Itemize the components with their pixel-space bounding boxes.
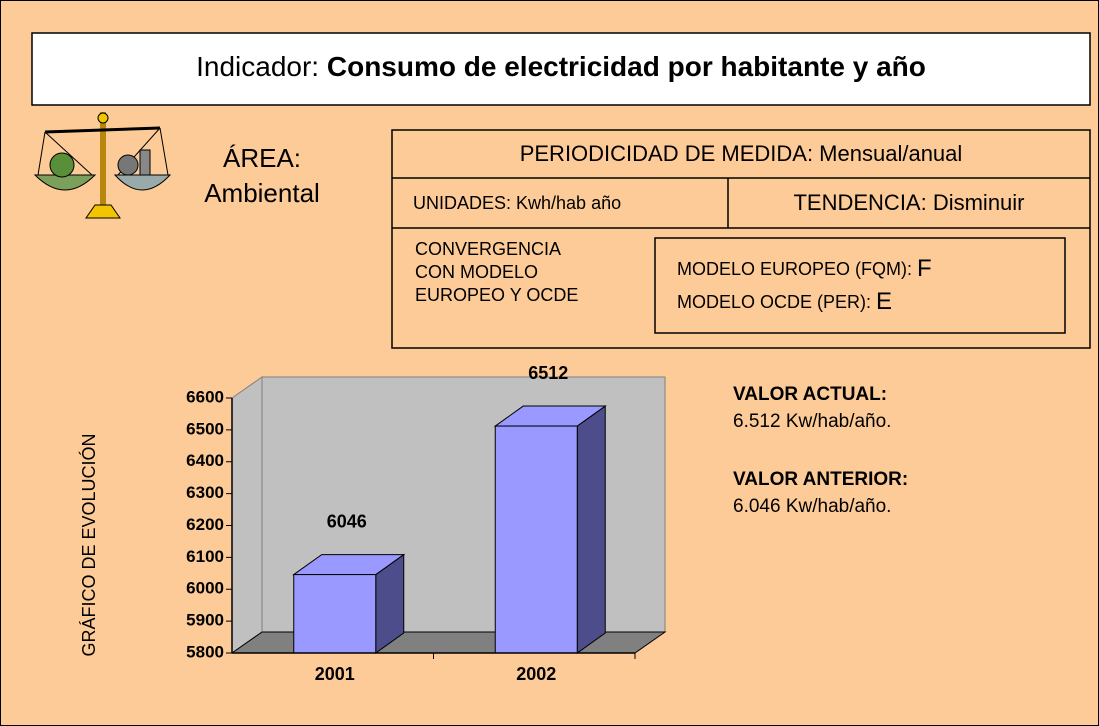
left-wall <box>231 376 263 654</box>
title: Indicador: Consumo de electricidad por h… <box>196 51 926 82</box>
y-tick-label: 6000 <box>186 579 224 598</box>
unidades: UNIDADES: Kwh/hab año <box>413 193 621 213</box>
title-text: Consumo de electricidad por habitante y … <box>327 51 926 82</box>
convergencia-line: EUROPEO Y OCDE <box>415 285 578 305</box>
modelo-ocde: MODELO OCDE (PER): E <box>677 288 892 315</box>
bar <box>293 574 377 654</box>
y-tick-label: 5800 <box>186 642 224 661</box>
modelo-europeo-value: F <box>917 255 932 282</box>
tendencia: TENDENCIA: Disminuir <box>793 190 1024 215</box>
area-label: ÁREA: <box>223 143 301 173</box>
x-tick-label: 2002 <box>516 664 556 684</box>
convergencia-line: CON MODELO <box>415 262 538 282</box>
y-tick-label: 6400 <box>186 451 224 470</box>
data-label: 6512 <box>528 363 568 383</box>
y-tick-label: 5900 <box>186 611 224 630</box>
valor-anterior: 6.046 Kw/hab/año. <box>733 496 891 517</box>
bar-side <box>576 405 606 654</box>
y-tick-label: 6600 <box>186 387 224 406</box>
modelo-europeo-label: MODELO EUROPEO (FQM): <box>677 259 912 279</box>
periodicidad: PERIODICIDAD DE MEDIDA: Mensual/anual <box>520 141 963 166</box>
scale-icon <box>33 112 172 219</box>
convergencia-line: CONVERGENCIA <box>415 239 561 259</box>
chart: 5800 5900 6000 6100 6200 6300 6400 6500 6600 2001… <box>186 363 667 684</box>
x-tick-label: 2001 <box>315 664 355 684</box>
y-axis-title: GRÁFICO DE EVOLUCIÓN <box>78 433 99 656</box>
valor-anterior-label: VALOR ANTERIOR: <box>733 469 908 490</box>
modelo-ocde-label: MODELO OCDE (PER): <box>677 292 871 312</box>
bar <box>494 425 578 654</box>
model-box <box>654 237 1066 334</box>
modelo-ocde-value: E <box>876 288 892 315</box>
title-label: Indicador: <box>196 51 319 82</box>
info-table <box>391 129 1091 349</box>
y-tick-label: 6200 <box>186 515 224 534</box>
y-tick-label: 6500 <box>186 419 224 438</box>
valor-actual: 6.512 Kw/hab/año. <box>733 411 891 432</box>
valor-actual-label: VALOR ACTUAL: <box>733 384 887 405</box>
modelo-europeo: MODELO EUROPEO (FQM): F <box>677 255 932 282</box>
data-label: 6046 <box>327 511 367 531</box>
y-tick-label: 6300 <box>186 483 224 502</box>
title-box <box>31 32 1091 106</box>
area-value: Ambiental <box>204 178 320 208</box>
y-tick-label: 6100 <box>186 547 224 566</box>
